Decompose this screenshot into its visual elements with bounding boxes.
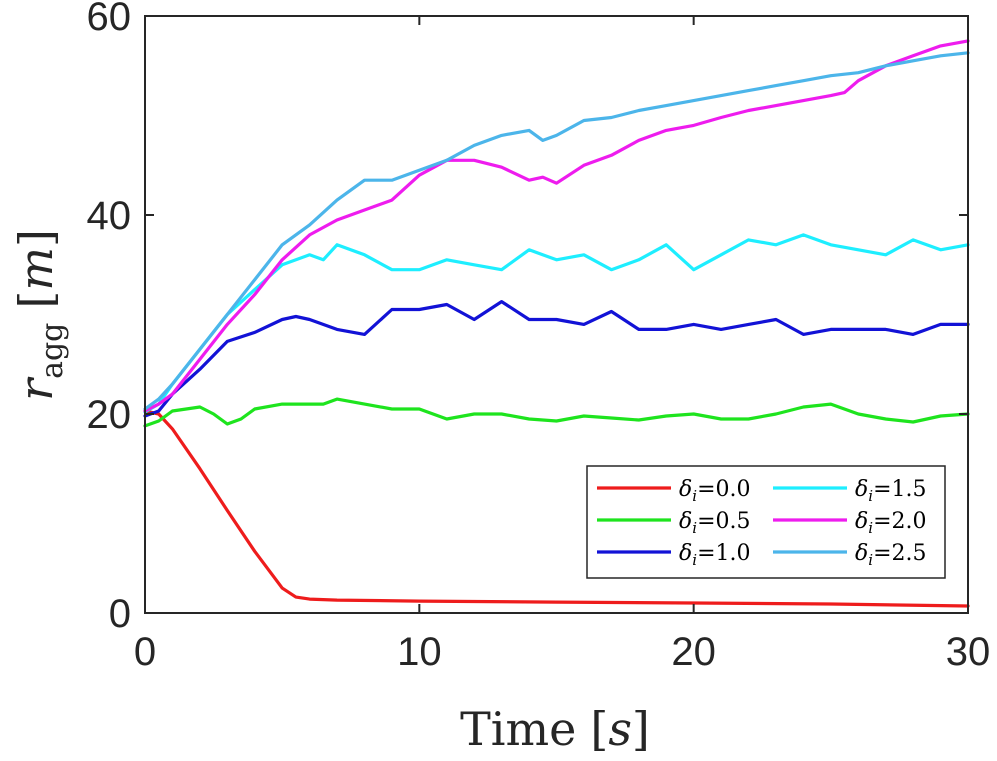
x-tick-label: 10 bbox=[397, 630, 442, 674]
series-line-2 bbox=[143, 300, 970, 418]
y-axis-title: ragg [m] bbox=[9, 229, 70, 401]
legend-items: δi=0.0 δi=0.5 δi=1.0 δi=1.5 δi=2.0 δi=2.5 bbox=[597, 477, 926, 569]
legend-label-2: δi=1.0 bbox=[679, 541, 750, 569]
x-axis-title: Time [s] bbox=[460, 702, 650, 756]
x-axis-unit: s bbox=[608, 702, 632, 756]
legend-label-1: δi=0.5 bbox=[679, 509, 750, 537]
y-tick-label: 60 bbox=[87, 0, 132, 39]
series-layer bbox=[143, 39, 970, 608]
y-axis-open-bracket: [ bbox=[9, 291, 63, 309]
y-axis-subscript: agg bbox=[35, 323, 70, 379]
y-tick-label: 0 bbox=[109, 592, 131, 636]
legend: δi=0.0 δi=0.5 δi=1.0 δi=1.5 δi=2.0 δi=2.5 bbox=[586, 465, 946, 579]
legend-label-4: δi=2.0 bbox=[855, 509, 926, 537]
x-tick-label: 20 bbox=[671, 630, 716, 674]
legend-label-5: δi=2.5 bbox=[855, 541, 926, 569]
y-axis-close-bracket: ] bbox=[9, 229, 63, 247]
x-tick-label: 30 bbox=[946, 630, 991, 674]
legend-label-3: δi=1.5 bbox=[855, 477, 926, 505]
y-tick-label: 20 bbox=[87, 393, 132, 437]
series-line-5 bbox=[143, 51, 970, 411]
x-axis-main: Time bbox=[460, 702, 576, 756]
plot-frame bbox=[144, 15, 969, 614]
series-line-0 bbox=[143, 409, 970, 608]
y-tick-label: 40 bbox=[87, 194, 132, 238]
y-axis-unit: m bbox=[9, 247, 63, 291]
x-axis-close-bracket: ] bbox=[632, 702, 650, 756]
ticks-layer: 0 10 20 30 0 20 40 60 bbox=[87, 0, 991, 674]
x-axis-open-bracket: [ bbox=[590, 702, 608, 756]
legend-label-0: δi=0.0 bbox=[679, 477, 750, 505]
y-axis-symbol: r bbox=[9, 376, 63, 401]
legend-box bbox=[586, 465, 946, 579]
series-line-4 bbox=[143, 39, 970, 413]
x-tick-label: 0 bbox=[134, 630, 156, 674]
series-line-1 bbox=[143, 397, 970, 428]
